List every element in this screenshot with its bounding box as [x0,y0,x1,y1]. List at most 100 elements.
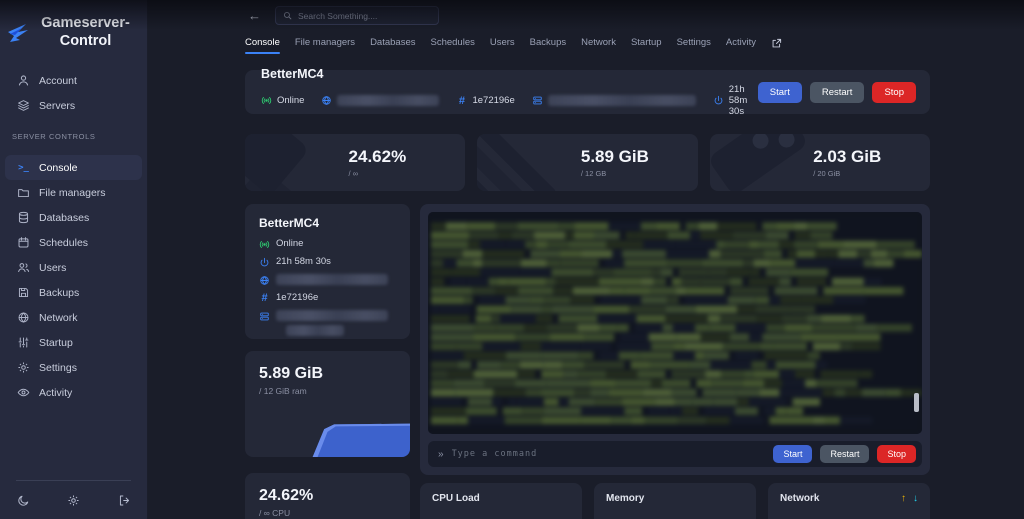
uptime-text: 21h 58m 30s [728,84,748,117]
power-icon [259,257,270,268]
disk-stat-card: 2.03 GiB / 20 GiB [709,134,930,191]
sidebar-item-file-managers[interactable]: File managers [0,180,147,205]
memory-usage-chart [245,423,410,457]
right-column: » Start Restart Stop CPU Load Memory [420,204,930,519]
cpu-chip-icon [245,134,310,191]
status-text: Online [277,95,305,106]
redacted-host-line1 [276,310,388,321]
sidebar-item-activity[interactable]: Activity [0,380,147,405]
redacted-host-line2 [286,325,344,336]
console-output[interactable] [428,212,922,434]
cpu-usage-card: 24.62% / ∞ CPU [245,473,410,519]
redacted-host [547,95,696,106]
tab-users[interactable]: Users [489,37,515,48]
sidebar-nav-main: Account Servers [0,68,147,118]
tab-activity[interactable]: Activity [725,37,757,48]
console-start-button[interactable]: Start [773,445,813,463]
tab-startup[interactable]: Startup [630,37,662,48]
console-blurred-log [428,212,922,434]
sidebar-item-users[interactable]: Users [0,255,147,280]
graphs-row: CPU Load Memory Network ↑ ↓ [420,483,930,519]
console-stop-button[interactable]: Stop [877,445,916,463]
logout-icon[interactable] [117,493,131,507]
server-address [321,95,440,106]
info-status-text: Online [276,238,304,249]
start-button[interactable]: Start [757,81,802,103]
tab-schedules[interactable]: Schedules [430,37,475,48]
ram-icon [477,134,557,191]
sidebar-item-backups[interactable]: Backups [0,280,147,305]
sidebar-item-label: Activity [39,386,73,399]
sidebar-item-label: Schedules [39,236,89,249]
tab-network[interactable]: Network [581,37,616,48]
tab-bar: Console File managers Databases Schedule… [245,37,930,54]
info-address-row [259,274,396,286]
server-id-value: 1e72196e [472,95,515,106]
external-link-icon[interactable] [771,38,782,49]
network-graph-card: Network ↑ ↓ [768,483,930,519]
stats-row: 24.62% / ∞ 5.89 GiB / 12 GB 2.03 GiB / [245,134,930,191]
globe-icon [17,311,30,324]
memory-graph-title: Memory [606,493,645,504]
stop-button[interactable]: Stop [872,81,916,103]
disk-icon [709,134,809,191]
info-uptime-text: 21h 58m 30s [276,256,331,267]
sidebar-item-servers[interactable]: Servers [0,93,147,118]
main-header: ← [245,0,930,25]
cpu-stat-sub: / ∞ [348,169,359,178]
app-logo-bird-icon [8,24,28,42]
sidebar-item-console[interactable]: >_ Console [5,155,142,181]
disk-stat-value: 2.03 GiB [813,147,882,166]
command-input[interactable] [451,449,766,459]
tab-backups[interactable]: Backups [529,37,567,48]
server-uptime: 21h 58m 30s [713,84,758,117]
calendar-icon [17,236,30,249]
search-input[interactable] [298,10,431,21]
gear-icon [17,361,30,374]
sidebar-item-startup[interactable]: Startup [0,330,147,355]
main-area: ← Console File managers Databases Schedu… [148,0,1024,519]
users-icon [17,261,30,274]
sidebar-item-account[interactable]: Account [0,68,147,93]
tab-databases[interactable]: Databases [370,37,416,48]
save-icon [17,286,30,299]
globe-icon [321,95,332,106]
gear-icon[interactable] [67,493,81,507]
console-scrollbar-thumb[interactable] [914,393,919,412]
search-icon [283,11,292,20]
tab-file-managers[interactable]: File managers [294,37,356,48]
sidebar-item-network[interactable]: Network [0,305,147,330]
sidebar-item-schedules[interactable]: Schedules [0,230,147,255]
info-host-row [259,310,396,336]
globe-icon [259,275,270,286]
memory-stat-card: 5.89 GiB / 12 GB [477,134,698,191]
search-box[interactable] [275,6,439,25]
footer-divider [16,480,131,481]
memory-stat-value: 5.89 GiB [580,147,649,166]
server-info-card: BetterMC4 Online 21h 58m 30s [245,204,410,339]
tab-console[interactable]: Console [245,37,280,54]
user-icon [17,74,30,87]
console-restart-button[interactable]: Restart [820,445,870,463]
info-id-row: # 1e72196e [259,292,396,304]
cpu-load-title: CPU Load [432,493,480,504]
tab-settings[interactable]: Settings [676,37,711,48]
sidebar: Gameserver- Control Account Servers SERV… [0,0,148,519]
restart-button[interactable]: Restart [809,81,865,103]
command-bar: » Start Restart Stop [428,441,922,467]
signal-icon [261,95,272,106]
hash-icon: # [261,292,268,304]
sidebar-nav-controls: >_ Console File managers Databases Sche [0,155,147,405]
cpu-usage-sub: / ∞ CPU [259,508,291,518]
memory-usage-value: 5.89 GiB [259,365,324,382]
download-arrow-icon: ↓ [913,493,918,504]
network-graph-title: Network [780,493,820,504]
back-button[interactable]: ← [248,8,261,23]
sidebar-item-settings[interactable]: Settings [0,355,147,380]
sidebar-item-label: File managers [39,186,106,199]
sidebar-footer [0,472,147,519]
moon-icon[interactable] [16,493,30,507]
sidebar-item-databases[interactable]: Databases [0,205,147,230]
memory-usage-card: 5.89 GiB / 12 GiB ram [245,351,410,457]
